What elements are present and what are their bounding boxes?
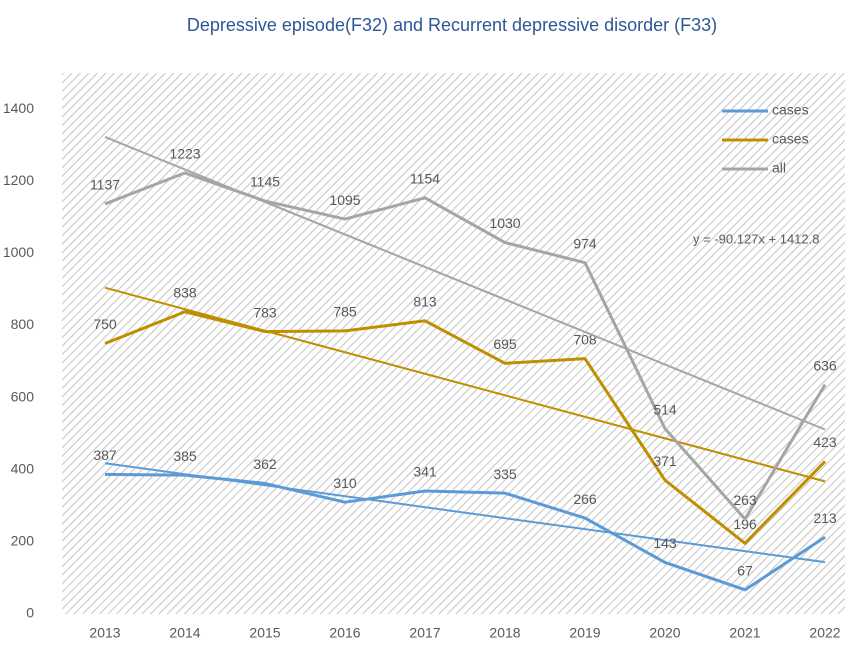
x-tick-label: 2017 bbox=[409, 625, 440, 641]
y-tick-label: 400 bbox=[11, 460, 35, 476]
chart-title: Depressive episode(F32) and Recurrent de… bbox=[187, 15, 717, 35]
data-label: 783 bbox=[253, 304, 277, 320]
x-tick-label: 2013 bbox=[89, 625, 120, 641]
data-label: 67 bbox=[737, 563, 753, 579]
x-tick-label: 2014 bbox=[169, 625, 200, 641]
x-tick-label: 2018 bbox=[489, 625, 520, 641]
x-tick-label: 2022 bbox=[809, 625, 840, 641]
plot-area bbox=[62, 73, 845, 614]
data-label: 341 bbox=[413, 464, 437, 480]
data-label: 335 bbox=[493, 466, 517, 482]
legend-label: cases bbox=[772, 131, 809, 147]
x-tick-label: 2021 bbox=[729, 625, 760, 641]
data-label: 362 bbox=[253, 456, 277, 472]
data-label: 387 bbox=[93, 447, 117, 463]
data-label: 371 bbox=[653, 453, 677, 469]
data-label: 974 bbox=[573, 235, 597, 251]
data-label: 1145 bbox=[250, 174, 280, 190]
data-label: 213 bbox=[813, 510, 837, 526]
legend-label: all bbox=[772, 160, 786, 176]
data-label: 750 bbox=[93, 316, 117, 332]
trendline bbox=[104, 462, 826, 564]
data-label: 1223 bbox=[169, 146, 200, 162]
data-label: 143 bbox=[653, 535, 677, 551]
y-tick-label: 0 bbox=[26, 605, 34, 621]
y-tick-label: 600 bbox=[11, 388, 35, 404]
data-label: 196 bbox=[733, 516, 757, 532]
data-label: 813 bbox=[413, 293, 437, 309]
data-label: 838 bbox=[173, 284, 197, 300]
y-tick-label: 1000 bbox=[3, 244, 34, 260]
data-label: 695 bbox=[493, 336, 517, 352]
data-label: 385 bbox=[173, 448, 197, 464]
x-tick-label: 2020 bbox=[649, 625, 680, 641]
x-tick-label: 2019 bbox=[569, 625, 600, 641]
legend-label: cases bbox=[772, 102, 809, 118]
data-label: 514 bbox=[653, 401, 677, 417]
data-label: 1154 bbox=[410, 170, 440, 186]
trendline bbox=[104, 136, 826, 431]
data-label: 708 bbox=[573, 331, 597, 347]
data-label: 310 bbox=[333, 475, 357, 491]
y-tick-label: 1200 bbox=[3, 172, 34, 188]
trendline bbox=[104, 286, 826, 483]
data-label: 636 bbox=[813, 357, 837, 373]
series-line bbox=[104, 171, 827, 521]
data-label: 263 bbox=[733, 492, 757, 508]
x-tick-label: 2016 bbox=[329, 625, 360, 641]
data-label: 1095 bbox=[329, 192, 360, 208]
data-label: 266 bbox=[573, 491, 597, 507]
trendline-equation: y = -90.127x + 1412.8 bbox=[693, 231, 819, 246]
y-tick-label: 800 bbox=[11, 316, 35, 332]
data-label: 1030 bbox=[489, 215, 520, 231]
y-tick-label: 200 bbox=[11, 533, 35, 549]
data-label: 785 bbox=[333, 304, 357, 320]
series-line bbox=[104, 310, 827, 545]
data-label: 1137 bbox=[90, 177, 120, 193]
x-tick-label: 2015 bbox=[249, 625, 280, 641]
y-tick-label: 1400 bbox=[3, 100, 34, 116]
data-label: 423 bbox=[813, 434, 837, 450]
